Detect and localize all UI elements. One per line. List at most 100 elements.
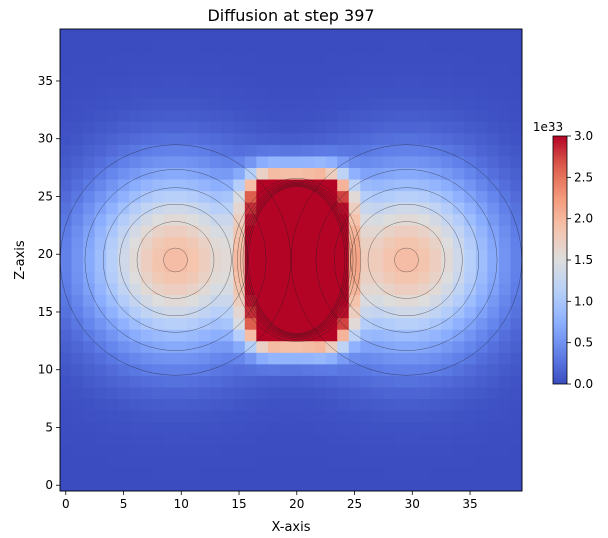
heatmap-cell (314, 225, 327, 238)
heatmap-cell (210, 86, 223, 99)
heatmap-cell (117, 132, 130, 145)
heatmap-cell (337, 167, 350, 180)
heatmap-cell (117, 98, 130, 111)
heatmap-cell (244, 202, 257, 215)
heatmap-cell (371, 329, 384, 342)
heatmap-cell (152, 248, 165, 261)
heatmap-cell (244, 144, 257, 157)
heatmap-cell (452, 375, 465, 388)
heatmap-cell (175, 225, 188, 238)
heatmap-cell (418, 109, 430, 122)
heatmap-cell (291, 398, 303, 411)
heatmap-cell (221, 190, 234, 203)
heatmap-cell (198, 444, 211, 457)
heatmap-cell (94, 398, 107, 411)
heatmap-cell (441, 190, 454, 203)
heatmap-cell (279, 456, 292, 469)
heatmap-cell (394, 144, 407, 157)
heatmap-cell (291, 86, 303, 99)
heatmap-cell (233, 444, 246, 457)
heatmap-cell (418, 260, 430, 272)
heatmap-cell (256, 75, 269, 88)
heatmap-cell (152, 132, 165, 145)
heatmap-cell (175, 398, 188, 411)
heatmap-cell (71, 306, 84, 319)
heatmap-cell (429, 283, 442, 296)
heatmap-cell (152, 98, 165, 111)
heatmap-cell (302, 167, 315, 180)
heatmap-cell (487, 121, 500, 134)
heatmap-cell (256, 433, 269, 446)
heatmap-cell (140, 213, 153, 226)
heatmap-cell (140, 375, 153, 388)
heatmap-cell (429, 156, 442, 168)
heatmap-cell (337, 121, 350, 134)
heatmap-cell (291, 329, 303, 342)
heatmap-cell (371, 375, 384, 388)
heatmap-cell (325, 306, 338, 319)
heatmap-cell (510, 40, 523, 53)
heatmap-cell (291, 387, 303, 399)
heatmap-cell (83, 144, 96, 157)
heatmap-cell (325, 213, 338, 226)
heatmap-cell (371, 179, 384, 192)
heatmap-cell (60, 421, 72, 434)
heatmap-cell (429, 248, 442, 261)
heatmap-cell (325, 352, 338, 365)
heatmap-cell (175, 479, 188, 492)
heatmap-cell (267, 410, 280, 423)
heatmap-cell (291, 271, 303, 284)
heatmap-cell (464, 283, 477, 296)
heatmap-cell (325, 479, 338, 492)
heatmap-cell (71, 375, 84, 388)
heatmap-cell (302, 306, 315, 319)
heatmap-cell (360, 467, 373, 480)
heatmap-cell (256, 479, 269, 492)
heatmap-cell (418, 294, 430, 307)
heatmap-cell (221, 410, 234, 423)
heatmap-cell (498, 202, 511, 215)
heatmap-cell (510, 283, 523, 296)
heatmap-cell (291, 248, 303, 261)
heatmap-cell (348, 467, 361, 480)
heatmap-cell (117, 283, 130, 296)
heatmap-cell (337, 156, 350, 168)
heatmap-cell (371, 340, 384, 353)
heatmap-cell (360, 398, 373, 411)
heatmap-cell (337, 213, 350, 226)
heatmap-cell (325, 190, 338, 203)
heatmap-cell (60, 29, 72, 41)
heatmap-cell (383, 121, 396, 134)
heatmap-cell (129, 329, 142, 342)
heatmap-cell (371, 121, 384, 134)
heatmap-cell (221, 179, 234, 192)
heatmap-cell (429, 456, 442, 469)
heatmap-cell (256, 363, 269, 376)
heatmap-cell (487, 456, 500, 469)
heatmap-cell (475, 52, 488, 65)
heatmap-cell (406, 132, 419, 145)
heatmap-cell (233, 340, 246, 353)
heatmap-cell (371, 479, 384, 492)
heatmap-cell (83, 109, 96, 122)
heatmap-cell (233, 283, 246, 296)
heatmap-cell (267, 317, 280, 330)
heatmap-cell (452, 444, 465, 457)
heatmap-cell (117, 329, 130, 342)
heatmap-cell (302, 421, 315, 434)
heatmap-cell (106, 132, 119, 145)
heatmap-cell (302, 260, 315, 272)
heatmap-cell (337, 317, 350, 330)
heatmap-cell (383, 387, 396, 399)
heatmap-cell (187, 63, 199, 76)
heatmap-cell (394, 121, 407, 134)
heatmap-cell (129, 29, 142, 41)
heatmap-cell (314, 387, 327, 399)
heatmap-cell (452, 29, 465, 41)
heatmap-cell (302, 109, 315, 122)
heatmap-cell (267, 225, 280, 238)
heatmap-cell (129, 375, 142, 388)
heatmap-cell (106, 225, 119, 238)
heatmap-cell (94, 109, 107, 122)
heatmap-cell (233, 363, 246, 376)
